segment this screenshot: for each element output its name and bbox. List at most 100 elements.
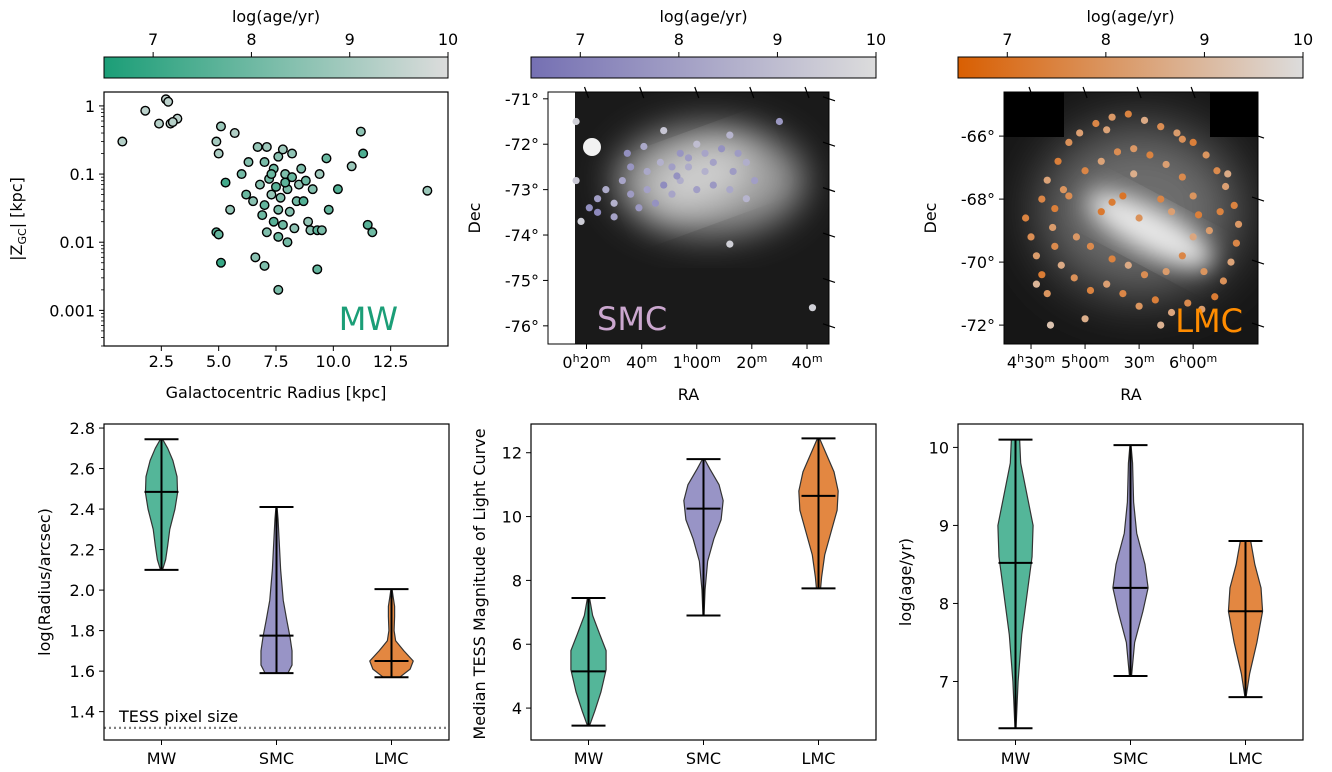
- lmc-map-point: [1230, 201, 1238, 209]
- smc-map-point: [676, 149, 684, 157]
- mw-point: [323, 204, 334, 215]
- mw-point: [167, 117, 178, 128]
- mw-ytick-label: 0.1: [70, 165, 95, 184]
- smc-annotation: SMC: [597, 300, 667, 338]
- violin-radius-frame: [103, 423, 450, 741]
- lmc-map-xtick-part: 5: [1061, 353, 1071, 372]
- colorbar-mw-tick-label: 7: [148, 30, 158, 49]
- smc-map-right-tick: [822, 323, 836, 329]
- smc-map-ytick-label: -73°: [505, 181, 539, 200]
- violin-mag-frame: [530, 423, 877, 741]
- smc-map-top-tick: [804, 86, 810, 99]
- smc-map-xtick-part: m: [600, 352, 611, 365]
- lmc-map-point: [1108, 198, 1116, 206]
- lmc-map-point: [1043, 290, 1051, 298]
- smc-map-point: [684, 154, 693, 162]
- violin-radius-panel: MW SMC LMC TESS pixel size 1.4 1.6 1.8 2.0 2.2 2.…: [35, 419, 450, 768]
- lmc-map-point: [1038, 195, 1046, 203]
- lmc-map-point: [1157, 195, 1165, 203]
- lmc-map-point: [1178, 252, 1186, 260]
- smc-map-xtick-part: 00: [690, 353, 710, 372]
- lmc-map-xtick-part: 00: [1186, 353, 1206, 372]
- lmc-map-xtick-label: 4h30m: [1007, 352, 1055, 372]
- smc-map-point: [729, 167, 737, 176]
- mw-xtick-label: 12.5: [373, 352, 409, 371]
- lmc-map-point: [1097, 208, 1105, 216]
- smc-map-point: [572, 117, 580, 126]
- violin-age-ylabel: log(age/yr): [896, 538, 915, 626]
- mw-point: [259, 157, 270, 168]
- mw-point: [225, 204, 236, 215]
- lmc-map-point: [1135, 302, 1143, 310]
- lmc-map-point: [1162, 160, 1170, 169]
- mw-point: [261, 227, 272, 238]
- mw-point: [300, 175, 311, 186]
- mw-point: [259, 200, 270, 211]
- colorbar-smc-bar: [530, 56, 877, 79]
- smc-map-xtick-label: 40m: [791, 352, 822, 372]
- lmc-corner-dark: [1004, 92, 1064, 137]
- mw-xtick-label: 10.0: [316, 352, 352, 371]
- mw-point: [271, 181, 282, 192]
- lmc-map-point: [1219, 277, 1228, 285]
- smc-map-point: [734, 149, 742, 157]
- lmc-map-ytick-label: -68°: [961, 190, 995, 209]
- lmc-map-point: [1157, 321, 1165, 329]
- lmc-map-point: [1054, 157, 1062, 165]
- smc-map-point: [701, 149, 709, 157]
- violin-radius-ylabel: log(Radius/arcsec): [35, 508, 54, 656]
- smc-map-point: [577, 217, 585, 226]
- mw-point: [367, 227, 378, 238]
- lmc-map-point: [1189, 138, 1197, 146]
- lmc-map-point: [1184, 299, 1192, 307]
- lmc-map-point: [1072, 233, 1081, 241]
- lmc-map-point: [1065, 138, 1073, 146]
- lmc-map-point: [1057, 261, 1065, 269]
- smc-blank-margin: [548, 92, 575, 344]
- lmc-map-point: [1200, 267, 1208, 276]
- violin-age-category-label: SMC: [1113, 749, 1148, 768]
- lmc-bar: [1087, 191, 1213, 269]
- lmc-map-point: [1076, 129, 1084, 137]
- mw-point: [362, 219, 373, 230]
- violin-age-panel: MW SMC LMC 7 8 9 10 log(age/yr): [896, 423, 1304, 768]
- lmc-map-point: [1049, 223, 1057, 232]
- smc-map-point: [643, 186, 651, 194]
- smc-map-frame: [547, 91, 830, 345]
- mw-point: [266, 169, 277, 180]
- smc-map-point: [726, 186, 734, 194]
- lmc-map-point: [1038, 271, 1046, 279]
- mw-point: [257, 210, 268, 221]
- violin-mag-category-label: MW: [574, 749, 604, 768]
- lmc-map-point: [1232, 239, 1240, 247]
- violin-mag-category-label: SMC: [686, 749, 721, 768]
- lmc-glow: [1004, 92, 1258, 295]
- mw-xlabel: Galactocentric Radius [kpc]: [166, 383, 387, 402]
- mw-ylabel-tail: | [kpc]: [7, 177, 26, 228]
- mw-point: [229, 128, 240, 139]
- smc-map-point: [726, 240, 734, 248]
- lmc-map-point: [1065, 192, 1073, 200]
- colorbar-smc-label: log(age/yr): [659, 7, 747, 26]
- violin-radius-ytick-label: 2.6: [70, 460, 95, 479]
- lmc-map-point: [1108, 255, 1116, 263]
- violin-radius-category-label: LMC: [375, 749, 409, 768]
- smc-map-point: [701, 167, 709, 176]
- lmc-map-point: [1103, 280, 1111, 288]
- lmc-map-xtick-part: m: [1044, 352, 1055, 365]
- mw-point: [241, 189, 252, 200]
- mw-point: [287, 148, 298, 159]
- smc-map-xtick-part: 20: [736, 353, 756, 372]
- lmc-map-point: [1213, 167, 1221, 175]
- lmc-map-xtick-part: m: [1207, 352, 1218, 365]
- lmc-map-point: [1092, 119, 1100, 128]
- smc-map-point: [726, 131, 734, 139]
- mw-point: [273, 231, 284, 242]
- smc-map-xtick-part: m: [757, 352, 768, 365]
- violin-radius-ytick-label: 1.6: [70, 662, 95, 681]
- mw-scatter-panel: 2.5 5.0 7.5 10.0 12.5 1 0.1 0.01 0.001 Galactocen…: [7, 91, 449, 402]
- lmc-map-point: [1211, 293, 1219, 301]
- smc-map-ytick-label: -74°: [505, 226, 539, 245]
- lmc-map-point: [1124, 110, 1132, 118]
